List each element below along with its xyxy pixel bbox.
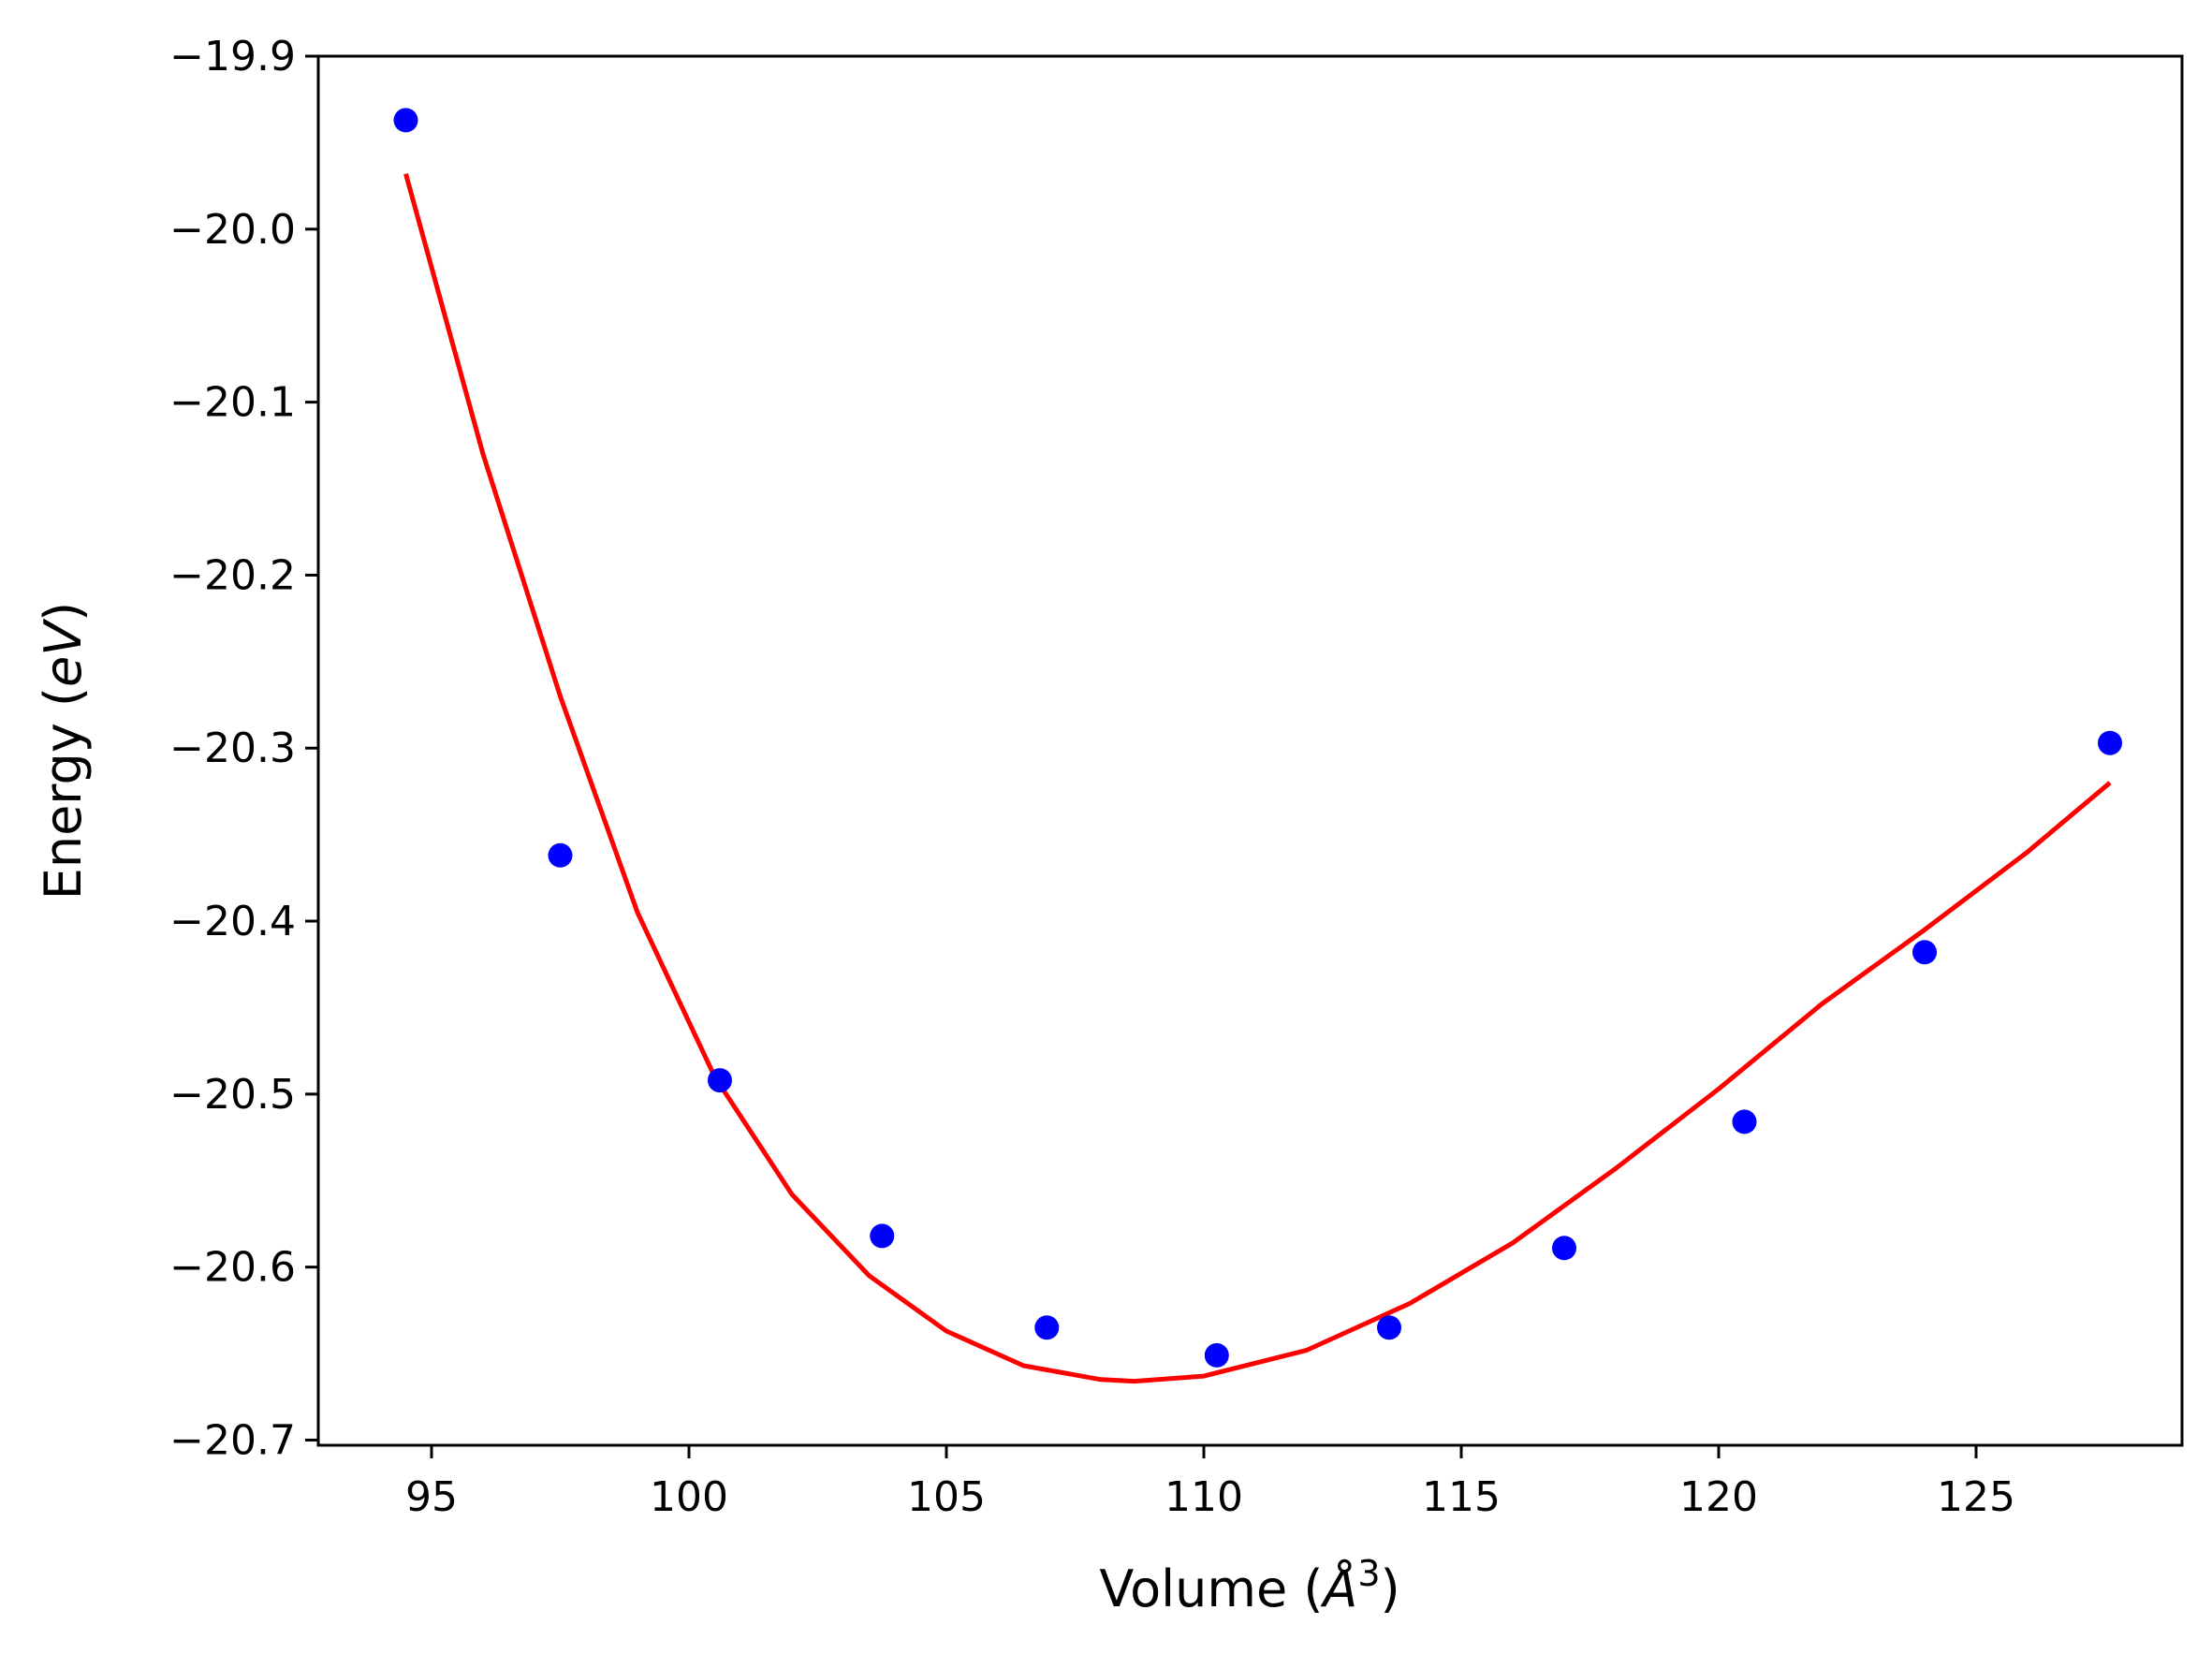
x-tick-label: 120 bbox=[1679, 1473, 1758, 1521]
data-point-11 bbox=[2098, 730, 2122, 755]
x-axis-label-exponent: 3 bbox=[1357, 1553, 1380, 1594]
x-axis-label-prefix: Volume ( bbox=[1099, 1559, 1323, 1618]
y-tick-label: −20.3 bbox=[169, 725, 296, 772]
data-point-8 bbox=[1552, 1236, 1576, 1261]
data-point-4 bbox=[870, 1223, 895, 1249]
data-point-1 bbox=[393, 108, 418, 133]
y-tick-label: −20.0 bbox=[169, 206, 296, 254]
plot-frame bbox=[316, 54, 2184, 1447]
x-axis: 95 100 105 110 115 120 125 bbox=[405, 1445, 2015, 1521]
x-axis-label-suffix: ) bbox=[1381, 1559, 1400, 1618]
plot-layer bbox=[393, 108, 2122, 1384]
data-point-10 bbox=[1912, 940, 1937, 965]
y-axis: −19.9 −20.0 −20.1 −20.2 −20.3 −20.4 −20.5 −20.6… bbox=[169, 33, 318, 1464]
x-tick-label: 110 bbox=[1165, 1473, 1243, 1521]
y-tick-label: −20.2 bbox=[169, 551, 296, 599]
y-tick-label: −20.6 bbox=[169, 1244, 296, 1292]
x-tick-label: 100 bbox=[650, 1473, 728, 1521]
x-axis-label-unit: Å bbox=[1320, 1559, 1357, 1618]
data-point-9 bbox=[1732, 1109, 1757, 1134]
y-axis-label-suffix: ) bbox=[34, 602, 93, 622]
y-tick-label: −20.4 bbox=[169, 898, 296, 945]
data-point-2 bbox=[548, 842, 573, 868]
y-axis-label-unit: eV bbox=[34, 618, 93, 687]
x-axis-label: Volume (Å3) bbox=[1099, 1553, 1399, 1618]
fit-curve-line bbox=[403, 173, 2112, 1384]
y-axis-label-prefix: Energy ( bbox=[34, 687, 93, 900]
x-tick-label: 125 bbox=[1937, 1473, 2015, 1521]
data-point-6 bbox=[1204, 1342, 1229, 1368]
y-tick-label: −19.9 bbox=[169, 33, 296, 81]
x-tick-label: 105 bbox=[907, 1473, 986, 1521]
data-point-7 bbox=[1377, 1315, 1401, 1340]
y-tick-label: −20.7 bbox=[169, 1416, 296, 1464]
x-tick-label: 115 bbox=[1422, 1473, 1501, 1521]
data-point-3 bbox=[708, 1068, 732, 1093]
y-axis-label: Energy (eV) bbox=[34, 602, 93, 900]
y-tick-label: −20.1 bbox=[169, 379, 296, 427]
y-tick-label: −20.5 bbox=[169, 1071, 296, 1119]
data-point-5 bbox=[1034, 1315, 1060, 1340]
x-tick-label: 95 bbox=[405, 1473, 458, 1521]
